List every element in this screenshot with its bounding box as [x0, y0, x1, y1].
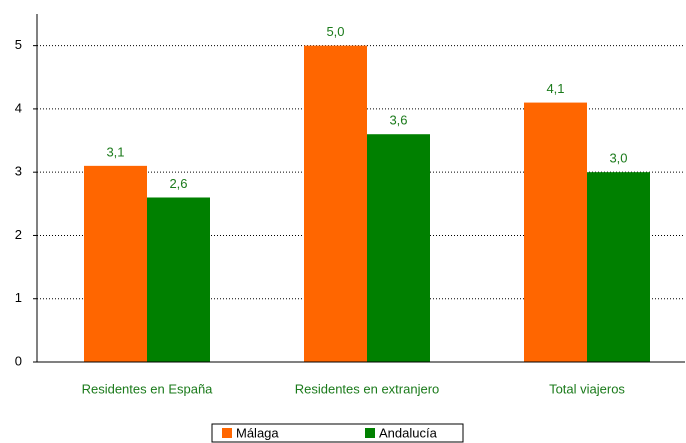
y-tick-label: 3	[15, 164, 22, 179]
y-tick-label: 1	[15, 290, 22, 305]
legend-box	[211, 423, 464, 443]
value-label: 2,6	[169, 176, 187, 191]
y-tick-label: 5	[15, 37, 22, 52]
value-label: 3,1	[106, 144, 124, 159]
value-label: 4,1	[546, 81, 564, 96]
x-tick-label: Residentes en España	[82, 381, 214, 396]
bar	[524, 102, 587, 362]
value-label: 3,0	[609, 151, 627, 166]
bar	[367, 134, 430, 362]
legend-swatch	[222, 428, 232, 438]
bar	[587, 172, 650, 362]
y-tick-label: 0	[15, 353, 22, 368]
y-tick-label: 2	[15, 227, 22, 242]
bar	[84, 165, 147, 362]
bar	[304, 45, 367, 363]
x-tick-label: Total viajeros	[549, 381, 625, 396]
legend-swatch	[365, 428, 375, 438]
legend-label: Andalucía	[379, 425, 438, 440]
legend-label: Málaga	[236, 425, 279, 440]
x-tick-label: Residentes en extranjero	[295, 381, 440, 396]
value-label: 3,6	[389, 113, 407, 128]
bar	[147, 197, 210, 362]
y-tick-label: 4	[15, 100, 22, 115]
value-label: 5,0	[326, 24, 344, 39]
